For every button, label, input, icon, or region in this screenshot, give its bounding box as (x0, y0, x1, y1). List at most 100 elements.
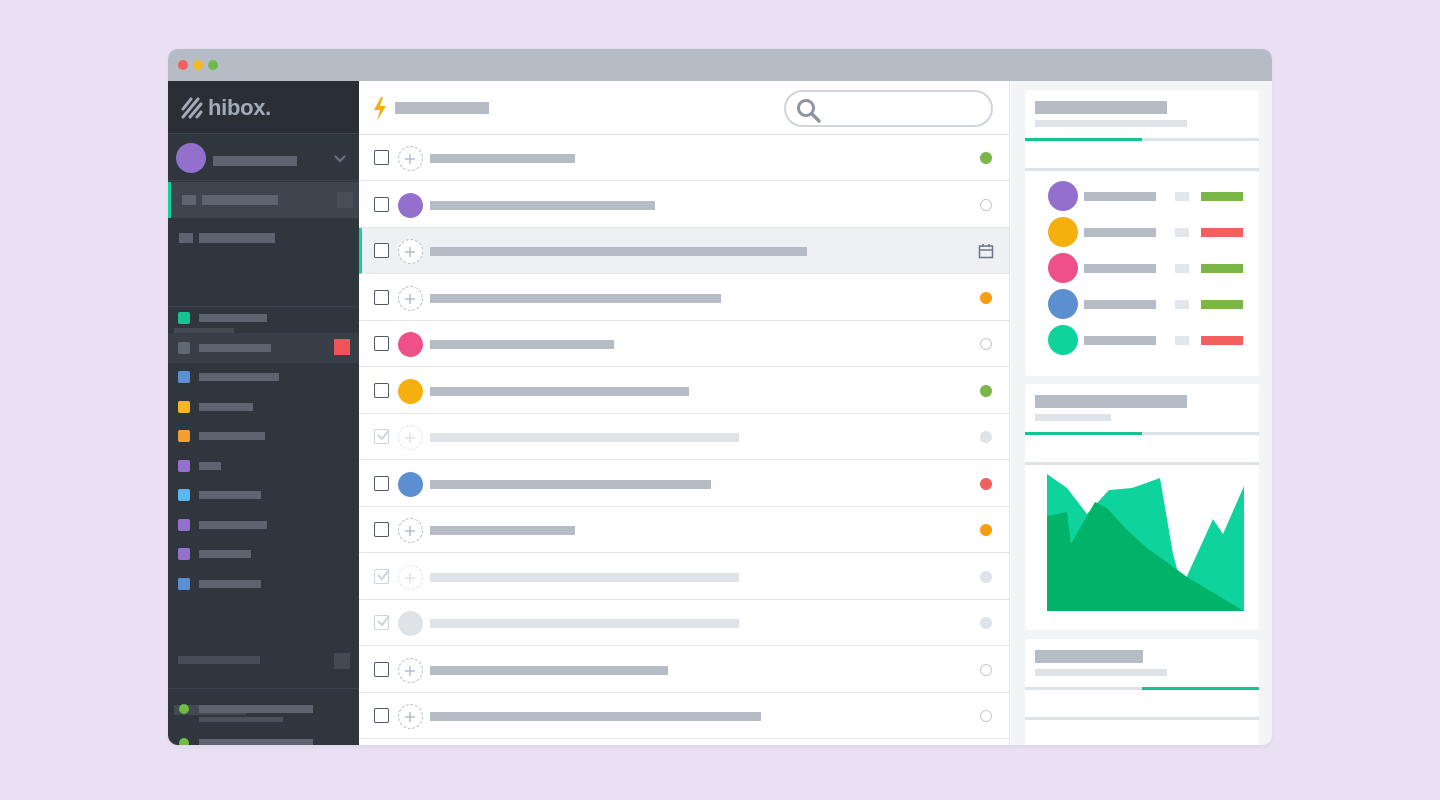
task-status-empty[interactable] (980, 663, 992, 676)
task-checkbox[interactable] (374, 382, 389, 398)
team-member-avatar (1048, 289, 1078, 319)
sidebar-project-item[interactable] (168, 362, 359, 392)
team-member-count-placeholder (1175, 264, 1189, 273)
project-color-swatch (178, 459, 190, 472)
nav-label-placeholder (199, 233, 275, 243)
task-row[interactable] (359, 367, 1009, 414)
task-status-dot[interactable] (980, 570, 992, 583)
summary-progress-bar (1025, 687, 1259, 690)
user-switcher[interactable] (168, 135, 359, 181)
task-title-placeholder (430, 154, 575, 163)
task-status-empty[interactable] (980, 198, 992, 211)
task-row[interactable] (359, 274, 1009, 321)
team-progress-bar (1025, 138, 1259, 141)
assign-user-button[interactable] (398, 285, 423, 311)
search-input[interactable] (784, 90, 993, 127)
task-status-dot[interactable] (980, 617, 992, 629)
card-subtitle-placeholder (1035, 669, 1167, 676)
project-label-placeholder (199, 432, 265, 440)
task-checkbox[interactable] (374, 289, 389, 305)
task-row[interactable] (359, 135, 1009, 181)
team-member-row[interactable] (1025, 178, 1259, 214)
chart-progress-bar (1025, 432, 1259, 435)
assign-user-button[interactable] (398, 704, 423, 729)
area-chart (1047, 474, 1244, 611)
task-row[interactable] (359, 460, 1009, 507)
task-status-dot[interactable] (980, 431, 992, 443)
card-title-placeholder (1035, 650, 1143, 663)
task-row[interactable] (359, 321, 1009, 367)
zoom-window-button[interactable] (208, 60, 218, 70)
task-checkbox[interactable] (374, 475, 389, 491)
task-row[interactable] (359, 181, 1009, 228)
task-title-placeholder (430, 712, 761, 721)
team-member-row[interactable] (1025, 250, 1259, 286)
sidebar-project-item[interactable] (168, 332, 359, 363)
sidebar-project-item[interactable] (168, 539, 359, 569)
task-status-dot[interactable] (980, 524, 992, 536)
task-status-empty[interactable] (980, 710, 992, 722)
task-checkbox[interactable] (374, 150, 389, 165)
project-color-swatch (178, 430, 190, 442)
task-checkbox[interactable] (374, 243, 389, 258)
card-title-placeholder (1035, 101, 1167, 114)
task-row[interactable] (359, 646, 1009, 693)
assign-user-button[interactable] (398, 425, 423, 450)
project-color-swatch (178, 400, 190, 413)
sidebar-project-item[interactable] (168, 569, 359, 599)
task-checkbox[interactable] (374, 615, 390, 630)
add-project-button[interactable] (334, 653, 350, 669)
team-member-row[interactable] (1025, 322, 1259, 358)
project-label-placeholder (199, 520, 267, 529)
checkmark-icon (375, 567, 391, 588)
checkmark-icon (375, 613, 391, 634)
task-row[interactable] (359, 600, 1009, 646)
bolt-icon (373, 97, 387, 126)
sidebar-project-item[interactable] (168, 480, 359, 510)
hibox-logo-icon (180, 96, 204, 125)
assign-user-button[interactable] (398, 239, 423, 264)
project-color-swatch (178, 518, 190, 531)
task-checkbox[interactable] (374, 522, 389, 537)
task-row[interactable] (359, 414, 1009, 460)
assign-user-button[interactable] (398, 146, 423, 171)
task-row[interactable] (359, 553, 1009, 600)
task-status-dot[interactable] (980, 152, 992, 164)
task-status-dot[interactable] (980, 384, 992, 397)
assignee-avatar[interactable] (398, 378, 423, 404)
team-member-row[interactable] (1025, 286, 1259, 322)
task-checkbox[interactable] (374, 708, 389, 723)
close-window-button[interactable] (178, 60, 188, 70)
sidebar-nav-item-folder[interactable] (168, 220, 359, 256)
task-checkbox[interactable] (374, 429, 390, 444)
task-row[interactable] (359, 693, 1009, 739)
calendar-icon[interactable] (978, 243, 994, 264)
task-status-dot[interactable] (980, 477, 992, 490)
task-checkbox[interactable] (374, 568, 390, 584)
sidebar-project-item[interactable] (168, 303, 359, 333)
sidebar-nav-item-inbox[interactable] (168, 182, 359, 218)
task-checkbox[interactable] (374, 336, 389, 351)
task-status-dot[interactable] (980, 291, 992, 304)
assign-user-button[interactable] (398, 657, 423, 683)
sidebar-project-item[interactable] (168, 510, 359, 540)
assignee-avatar[interactable] (398, 192, 423, 218)
task-row[interactable] (359, 507, 1009, 553)
task-row[interactable] (359, 228, 1009, 274)
assignee-avatar[interactable] (398, 332, 423, 357)
task-status-empty[interactable] (980, 338, 992, 350)
task-checkbox[interactable] (374, 661, 389, 677)
assignee-avatar[interactable] (398, 471, 423, 497)
task-title-placeholder (430, 247, 807, 256)
sidebar-project-item[interactable] (168, 451, 359, 481)
project-label-placeholder (199, 550, 251, 558)
team-member-row[interactable] (1025, 214, 1259, 250)
assign-user-button[interactable] (398, 518, 423, 543)
project-label-placeholder (199, 402, 253, 411)
assignee-avatar[interactable] (398, 611, 423, 636)
minimize-window-button[interactable] (193, 60, 203, 70)
task-checkbox[interactable] (374, 196, 389, 212)
sidebar-project-item[interactable] (168, 421, 359, 451)
sidebar-project-item[interactable] (168, 392, 359, 422)
assign-user-button[interactable] (398, 564, 423, 590)
